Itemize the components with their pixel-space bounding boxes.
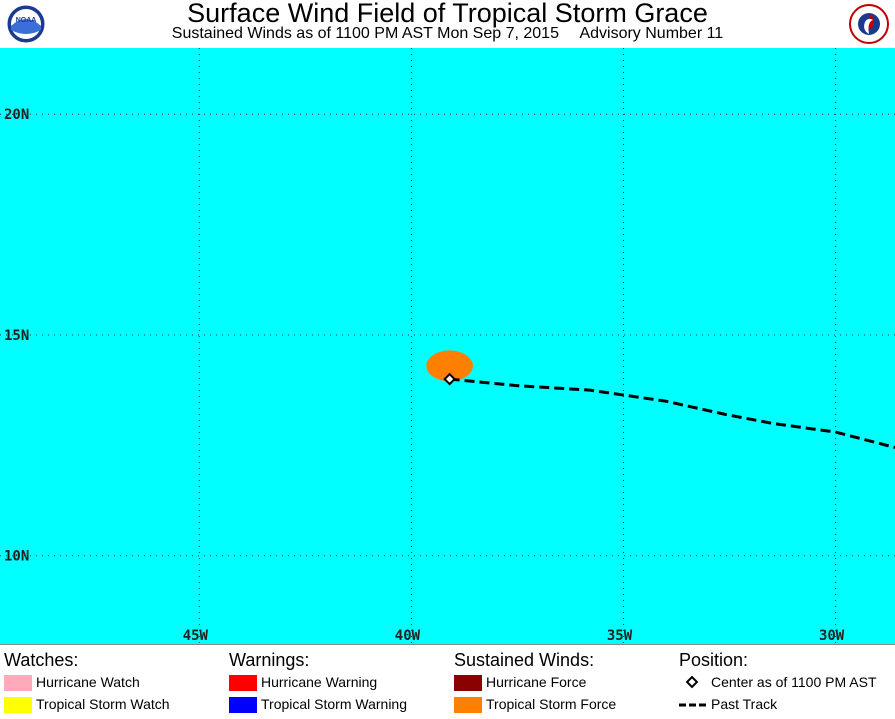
past-track-line (449, 377, 895, 449)
noaa-logo: NOAA (6, 4, 46, 44)
legend-item-tropical-storm-warning: Tropical Storm Warning (229, 693, 407, 715)
dashed-line-icon (679, 697, 707, 713)
subtitle-valid-time: Sustained Winds as of 1100 PM AST Mon Se… (171, 25, 559, 42)
tropical-storm-watch-swatch (4, 697, 32, 714)
legend-item-center: Center as of 1100 PM AST (679, 671, 877, 693)
longitude-label: 35W (607, 628, 633, 644)
hurricane-watch-swatch (4, 675, 32, 692)
page-title: Surface Wind Field of Tropical Storm Gra… (187, 0, 708, 28)
legend-label: Hurricane Watch (36, 674, 140, 690)
tropical-storm-force-swatch (454, 697, 482, 714)
legend-item-tropical-storm-watch: Tropical Storm Watch (4, 693, 170, 715)
legend-item-hurricane-watch: Hurricane Watch (4, 671, 170, 693)
legend-label: Center as of 1100 PM AST (711, 674, 877, 690)
legend-sustained-winds: Sustained Winds: Hurricane Force Tropica… (454, 649, 616, 715)
legend-label: Hurricane Force (486, 674, 587, 690)
svg-text:NOAA: NOAA (16, 17, 37, 24)
diamond-icon (679, 675, 707, 691)
legend-item-past-track: Past Track (679, 693, 877, 715)
legend-label: Tropical Storm Watch (36, 696, 170, 712)
legend-position: Position: Center as of 1100 PM AST Past … (679, 649, 877, 715)
hurricane-force-swatch (454, 675, 482, 692)
legend-label: Hurricane Warning (261, 674, 378, 690)
ocean-background (0, 48, 895, 644)
header: NOAA Surface Wind Field of Tropical Stor… (0, 0, 895, 48)
longitude-label: 30W (819, 628, 845, 644)
legend-label: Past Track (711, 696, 778, 712)
legend-label: Tropical Storm Warning (261, 696, 408, 712)
legend-item-tropical-storm-force: Tropical Storm Force (454, 693, 616, 715)
tropical-storm-force-wind-area (426, 350, 473, 382)
legend-winds-heading: Sustained Winds: (454, 650, 595, 670)
tropical-storm-warning-swatch (229, 697, 257, 714)
legend-warnings: Warnings: Hurricane Warning Tropical Sto… (229, 649, 407, 715)
legend-position-heading: Position: (679, 650, 749, 670)
legend-warnings-heading: Warnings: (229, 650, 310, 670)
legend: Watches: Hurricane Watch Tropical Storm … (0, 644, 895, 716)
latitude-label: 15N (4, 328, 29, 344)
nws-logo (849, 4, 889, 44)
storm-center-marker (443, 372, 456, 386)
hurricane-warning-swatch (229, 675, 257, 692)
page-subtitle: Sustained Winds as of 1100 PM AST Mon Se… (0, 25, 895, 43)
longitude-label: 40W (395, 628, 421, 644)
longitude-label: 45W (183, 628, 209, 644)
legend-watches: Watches: Hurricane Watch Tropical Storm … (4, 649, 170, 715)
latitude-label: 20N (4, 107, 29, 123)
subtitle-advisory: Advisory Number 11 (579, 25, 724, 42)
legend-item-hurricane-warning: Hurricane Warning (229, 671, 407, 693)
latitude-label: 10N (4, 549, 29, 565)
legend-item-hurricane-force: Hurricane Force (454, 671, 616, 693)
wind-field-map: 20N 15N 10N 45W 40W 35W 30W (0, 48, 895, 644)
legend-label: Tropical Storm Force (486, 696, 617, 712)
legend-watches-heading: Watches: (4, 650, 79, 670)
